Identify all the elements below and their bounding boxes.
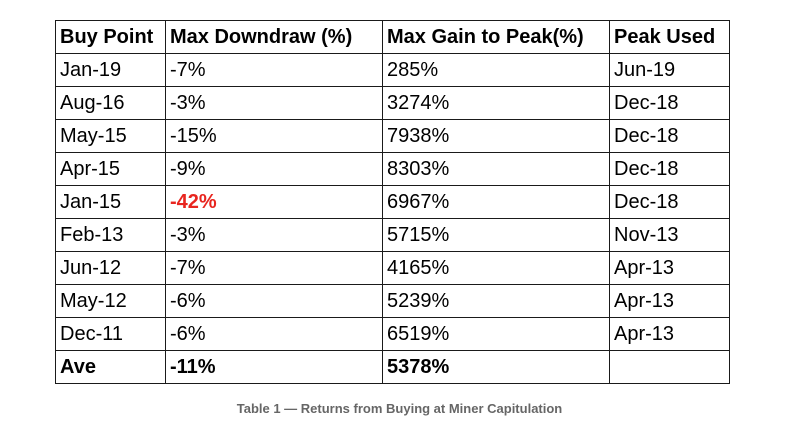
cell-average-peak-used xyxy=(609,350,730,384)
cell-max-downdraw: -3% xyxy=(165,218,383,252)
table-caption: Table 1 — Returns from Buying at Miner C… xyxy=(236,401,563,416)
header-peak-used: Peak Used xyxy=(609,20,730,54)
table-header-row: Buy Point Max Downdraw (%) Max Gain to P… xyxy=(55,20,730,54)
cell-max-gain: 4165% xyxy=(382,251,610,285)
table-row: Jan-15 -42% 6967% Dec-18 xyxy=(55,185,730,219)
table-row: Dec-11 -6% 6519% Apr-13 xyxy=(55,317,730,351)
cell-peak-used: Dec-18 xyxy=(609,185,730,219)
cell-buy-point: Feb-13 xyxy=(55,218,166,252)
table-row: Feb-13 -3% 5715% Nov-13 xyxy=(55,218,730,252)
cell-buy-point: Aug-16 xyxy=(55,86,166,120)
cell-max-gain: 3274% xyxy=(382,86,610,120)
returns-table: Buy Point Max Downdraw (%) Max Gain to P… xyxy=(55,20,730,384)
cell-peak-used: Dec-18 xyxy=(609,119,730,153)
header-max-gain-to-peak: Max Gain to Peak(%) xyxy=(382,20,610,54)
cell-peak-used: Dec-18 xyxy=(609,86,730,120)
returns-table-container: Buy Point Max Downdraw (%) Max Gain to P… xyxy=(55,20,730,384)
cell-average-downdraw: -11% xyxy=(165,350,383,384)
table-row: Jan-19 -7% 285% Jun-19 xyxy=(55,53,730,87)
cell-average-label: Ave xyxy=(55,350,166,384)
cell-buy-point: Jan-15 xyxy=(55,185,166,219)
cell-peak-used: Apr-13 xyxy=(609,284,730,318)
cell-buy-point: Dec-11 xyxy=(55,317,166,351)
cell-max-downdraw: -3% xyxy=(165,86,383,120)
cell-buy-point: Jan-19 xyxy=(55,53,166,87)
cell-max-downdraw: -7% xyxy=(165,53,383,87)
table-row: Aug-16 -3% 3274% Dec-18 xyxy=(55,86,730,120)
cell-max-gain: 5239% xyxy=(382,284,610,318)
cell-max-downdraw: -6% xyxy=(165,284,383,318)
table-row: Apr-15 -9% 8303% Dec-18 xyxy=(55,152,730,186)
cell-buy-point: Jun-12 xyxy=(55,251,166,285)
cell-max-gain: 5715% xyxy=(382,218,610,252)
cell-peak-used: Jun-19 xyxy=(609,53,730,87)
table-row: May-15 -15% 7938% Dec-18 xyxy=(55,119,730,153)
cell-max-downdraw-highlighted: -42% xyxy=(165,185,383,219)
cell-peak-used: Apr-13 xyxy=(609,251,730,285)
cell-max-downdraw: -6% xyxy=(165,317,383,351)
cell-buy-point: May-12 xyxy=(55,284,166,318)
average-row: Ave -11% 5378% xyxy=(55,350,730,384)
cell-max-gain: 6519% xyxy=(382,317,610,351)
cell-peak-used: Nov-13 xyxy=(609,218,730,252)
cell-max-gain: 7938% xyxy=(382,119,610,153)
header-max-downdraw: Max Downdraw (%) xyxy=(165,20,383,54)
cell-max-gain: 285% xyxy=(382,53,610,87)
table-row: Jun-12 -7% 4165% Apr-13 xyxy=(55,251,730,285)
header-buy-point: Buy Point xyxy=(55,20,166,54)
cell-average-gain: 5378% xyxy=(382,350,610,384)
cell-max-downdraw: -7% xyxy=(165,251,383,285)
cell-buy-point: May-15 xyxy=(55,119,166,153)
cell-max-gain: 8303% xyxy=(382,152,610,186)
cell-max-downdraw: -9% xyxy=(165,152,383,186)
cell-buy-point: Apr-15 xyxy=(55,152,166,186)
cell-max-downdraw: -15% xyxy=(165,119,383,153)
table-row: May-12 -6% 5239% Apr-13 xyxy=(55,284,730,318)
cell-max-gain: 6967% xyxy=(382,185,610,219)
cell-peak-used: Apr-13 xyxy=(609,317,730,351)
cell-peak-used: Dec-18 xyxy=(609,152,730,186)
